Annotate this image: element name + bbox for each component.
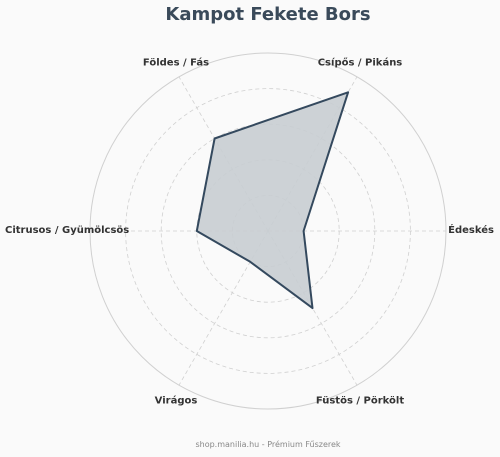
axis-label: Citrusos / Gyümölcsös [5, 225, 129, 236]
axis-label: Csípős / Pikáns [318, 57, 403, 69]
radar-series [195, 91, 350, 310]
footer-text: shop.manilia.hu - Prémium Fűszerek [195, 439, 340, 449]
axis-label: Földes / Fás [143, 57, 209, 69]
axis-label: Virágos [155, 394, 198, 406]
series-polygon [195, 91, 350, 310]
axis-labels: Édeskés Csípős / Pikáns Földes / Fás Citrus… [5, 57, 494, 407]
chart-title: Kampot Fekete Bors [165, 4, 370, 25]
axis-label: Édeskés [448, 223, 494, 236]
axis-label: Füstös / Pörkölt [316, 395, 404, 406]
